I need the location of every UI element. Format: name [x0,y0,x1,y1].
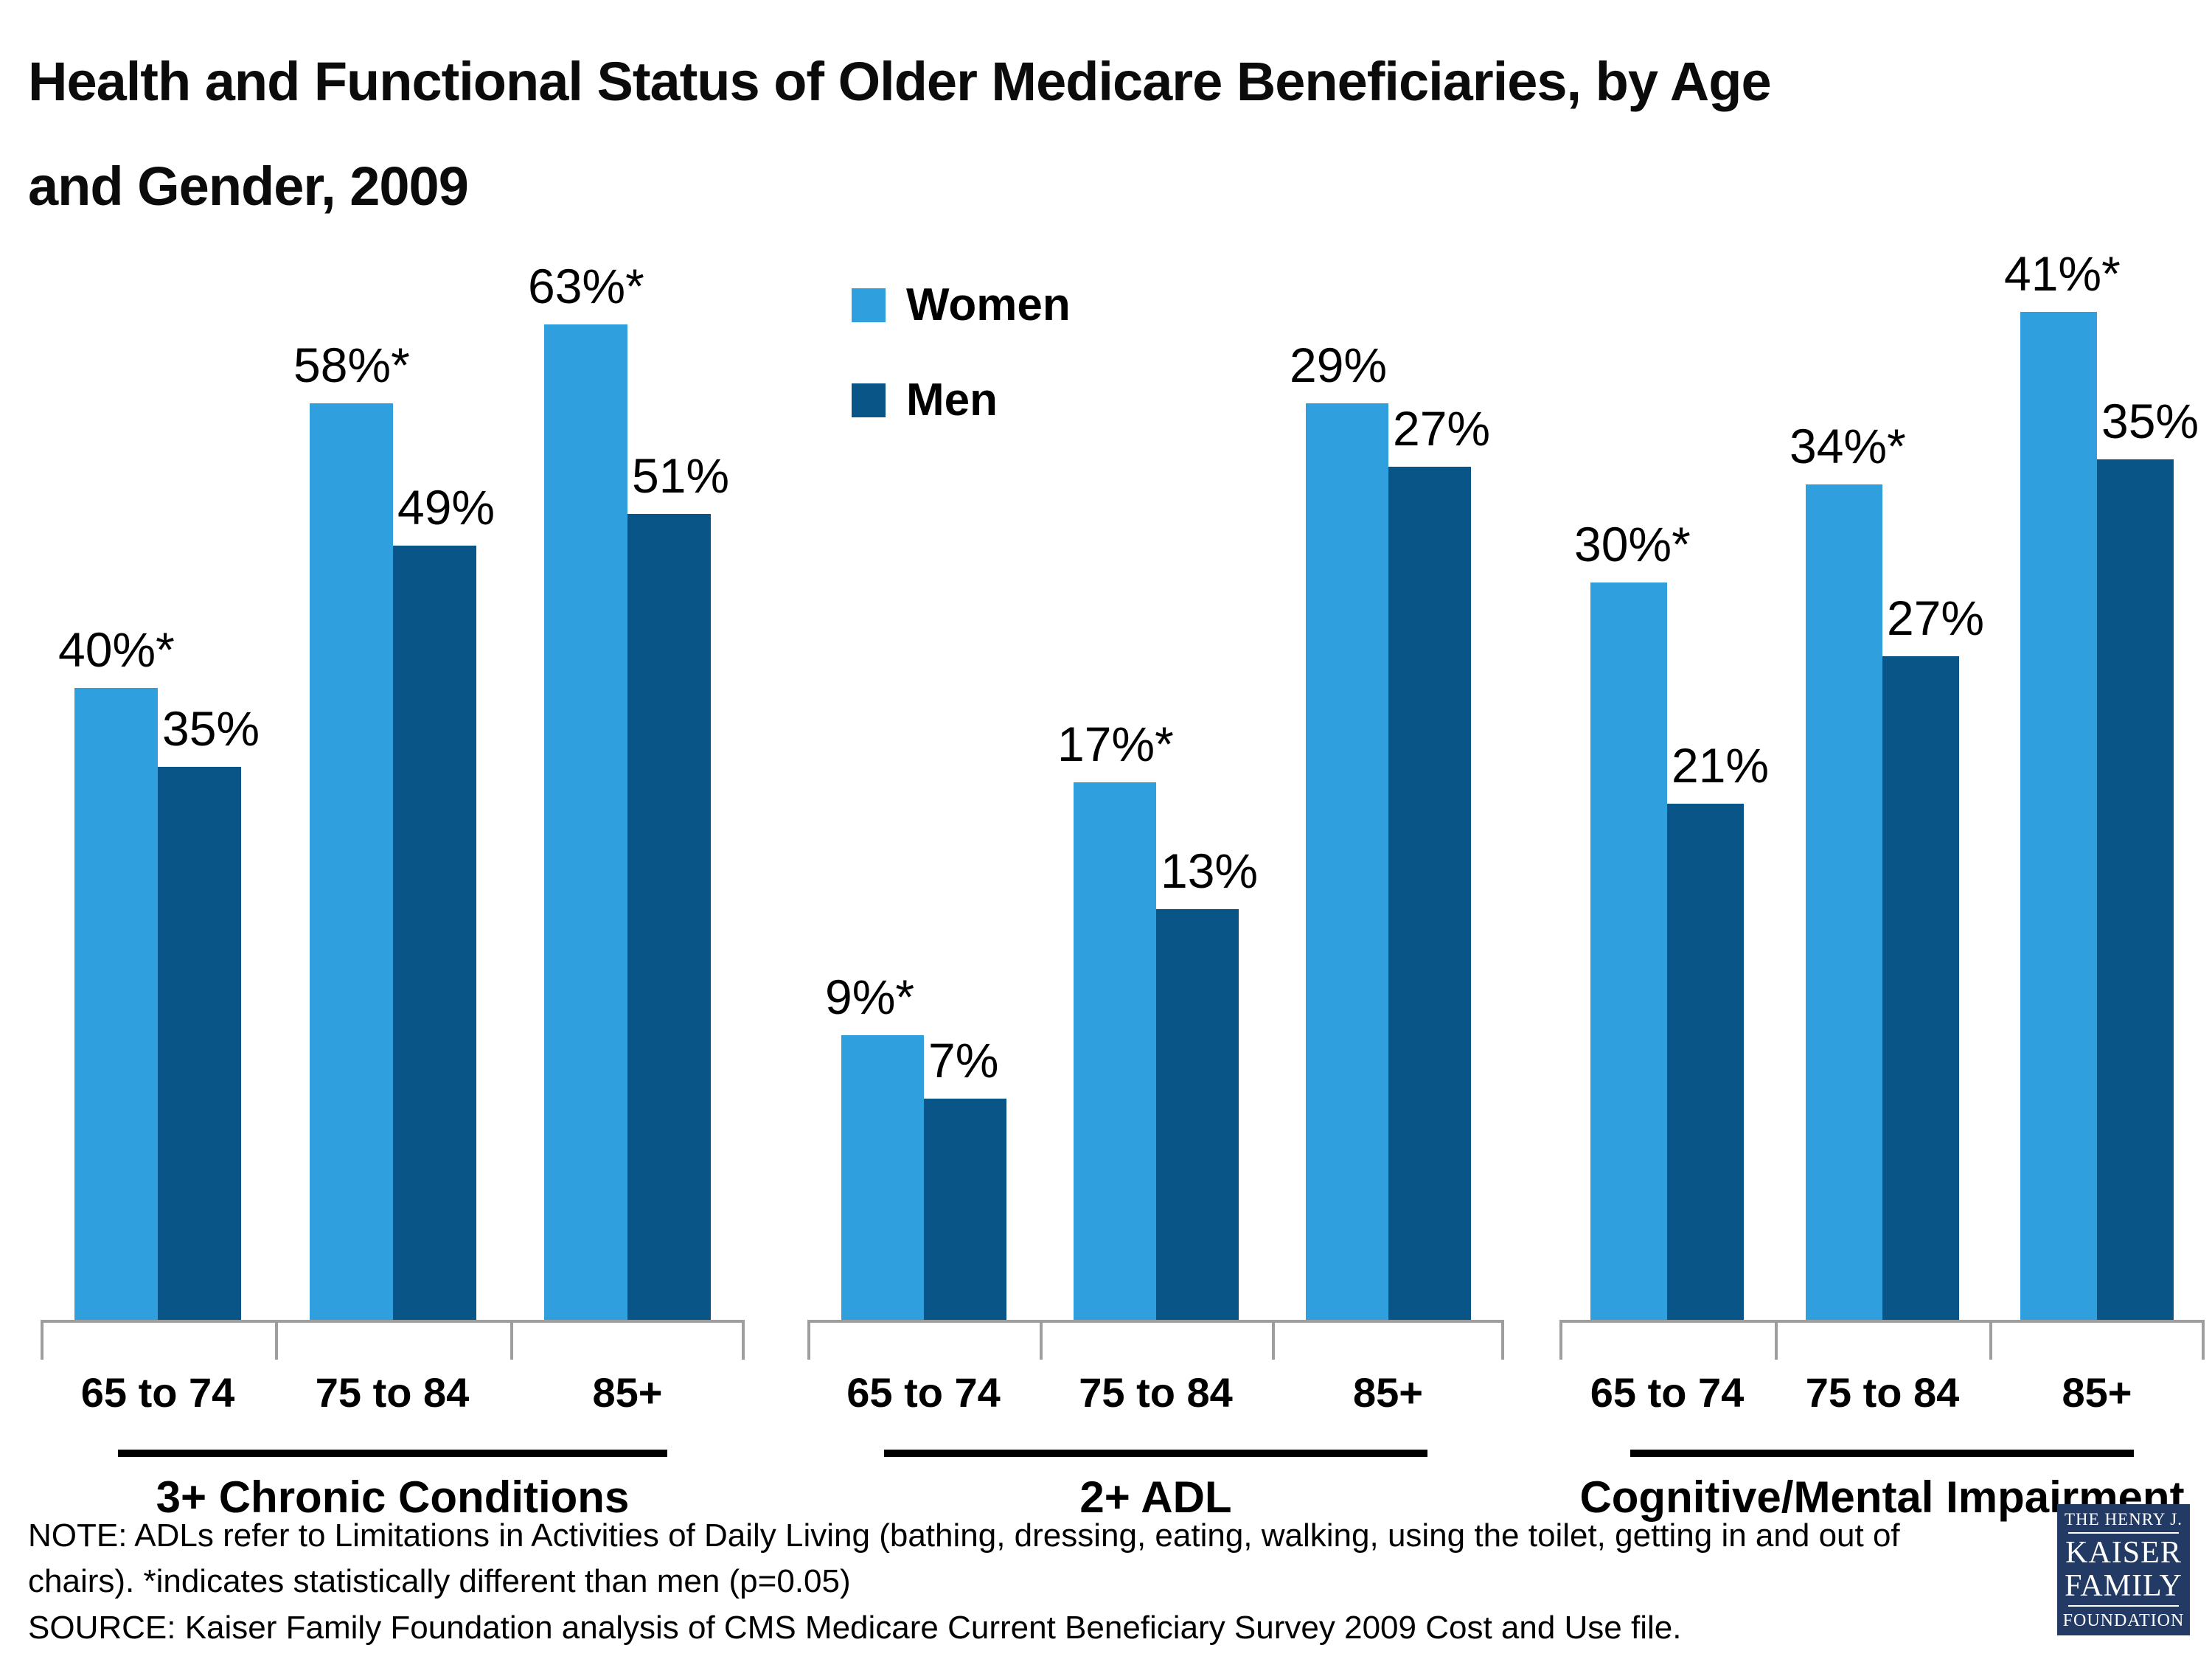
x-axis-line [1559,1320,2205,1323]
legend: Women Men [852,279,1071,469]
legend-label-women: Women [906,279,1071,330]
panel-adl: 65 to 74 9%* 7% 75 to 84 17%* 13% 85+ 29% 27% 2+… [807,214,1504,1522]
panel-chronic-conditions: 65 to 74 40%* 35% 75 to 84 58%* 49% 85+ 63%* 51%… [41,214,745,1522]
bar-men-85 [1388,467,1471,1320]
category-label-85: 85+ [1353,1369,1423,1416]
kff-logo-foundation: FOUNDATION [2062,1610,2185,1630]
bar-women-85 [544,324,627,1320]
bar-men-75-to-84 [1156,909,1239,1320]
bar-men-85 [2097,459,2174,1320]
category-axis-underline [883,1450,1428,1457]
x-axis-line [41,1320,745,1323]
value-label-women-85: 41%* [2004,246,2121,301]
category-label-75-to-84: 75 to 84 [315,1369,470,1416]
kff-logo: THE HENRY J. KAISER FAMILY FOUNDATION [2057,1504,2190,1635]
value-label-women-75-to-84: 34%* [1790,419,1906,473]
bar-women-85 [1306,403,1388,1320]
kff-logo-family: FAMILY [2065,1568,2183,1603]
bar-men-85 [627,514,711,1320]
bar-men-65-to-74 [924,1099,1006,1320]
bar-men-75-to-84 [1882,656,1959,1320]
category-label-75-to-84: 75 to 84 [1079,1369,1233,1416]
x-axis-tick [1559,1320,1562,1360]
chart-title-line2: and Gender, 2009 [28,156,469,218]
category-axis-underline [118,1450,667,1457]
women-swatch [852,288,886,322]
note-line1: NOTE: ADLs refer to Limitations in Activ… [28,1517,1900,1554]
value-label-men-65-to-74: 35% [162,701,260,756]
value-label-men-65-to-74: 7% [928,1033,999,1088]
bar-men-65-to-74 [158,767,241,1320]
bar-women-85 [2020,312,2097,1320]
men-swatch [852,383,886,417]
plot-area: 65 to 74 30%* 21% 75 to 84 34%* 27% 85+ 41%* 35% [1559,214,2205,1416]
legend-item-women: Women [852,279,1071,331]
bar-women-65-to-74 [74,688,158,1320]
chart-title: Health and Functional Status of Older Me… [28,29,1772,239]
category-label-85: 85+ [592,1369,663,1416]
bar-men-65-to-74 [1667,804,1744,1320]
x-axis-tick [807,1320,810,1360]
x-axis-tick [1989,1320,1992,1360]
x-axis-tick [510,1320,513,1360]
category-label-65-to-74: 65 to 74 [80,1369,235,1416]
legend-label-men: Men [906,375,998,425]
x-axis-line [807,1320,1504,1323]
x-axis-tick [275,1320,278,1360]
value-label-men-75-to-84: 13% [1161,844,1259,898]
x-axis-tick [1272,1320,1275,1360]
plot-area: 65 to 74 40%* 35% 75 to 84 58%* 49% 85+ 63%* 51% [41,214,745,1416]
value-label-men-75-to-84: 27% [1887,591,1985,645]
bar-women-75-to-84 [1806,484,1882,1320]
value-label-men-85: 35% [2101,394,2199,448]
kff-logo-kaiser: KAISER [2065,1536,2182,1571]
value-label-men-75-to-84: 49% [397,480,495,535]
panel-cognitive-impairment: 65 to 74 30%* 21% 75 to 84 34%* 27% 85+ 41%* 35%… [1559,214,2205,1522]
source-line: SOURCE: Kaiser Family Foundation analysi… [28,1609,1682,1646]
value-label-men-85: 27% [1393,401,1491,456]
x-axis-tick [2202,1320,2205,1360]
category-axis-underline [1630,1450,2134,1457]
panel-title: 3+ Chronic Conditions [156,1472,630,1522]
plot-area: 65 to 74 9%* 7% 75 to 84 17%* 13% 85+ 29% 27% [807,214,1504,1416]
value-label-men-65-to-74: 21% [1672,738,1770,793]
panel-title: 2+ ADL [1079,1472,1232,1522]
value-label-women-65-to-74: 9%* [825,970,915,1024]
category-label-65-to-74: 65 to 74 [846,1369,1001,1416]
category-label-65-to-74: 65 to 74 [1590,1369,1745,1416]
footnotes: NOTE: ADLs refer to Limitations in Activ… [28,1513,1900,1651]
value-label-women-75-to-84: 17%* [1057,717,1174,771]
value-label-women-65-to-74: 30%* [1574,517,1691,571]
x-axis-tick [742,1320,745,1360]
x-axis-tick [1040,1320,1043,1360]
kff-logo-rule-bottom [2068,1604,2179,1607]
kff-logo-line1: THE HENRY J. [2064,1510,2183,1529]
kff-logo-rule-top [2068,1532,2179,1534]
value-label-women-85: 63%* [528,259,644,313]
category-label-75-to-84: 75 to 84 [1805,1369,1960,1416]
chart-title-line1: Health and Functional Status of Older Me… [28,51,1772,112]
legend-item-men: Men [852,374,1071,426]
bar-women-75-to-84 [310,403,393,1320]
x-axis-tick [1775,1320,1778,1360]
category-label-85: 85+ [2062,1369,2132,1416]
note-line2: chairs). *indicates statistically differ… [28,1563,851,1600]
bar-women-65-to-74 [841,1035,924,1320]
bar-women-65-to-74 [1590,582,1667,1320]
x-axis-tick [41,1320,44,1360]
bar-men-75-to-84 [393,546,476,1320]
value-label-men-85: 51% [632,448,730,503]
bar-women-75-to-84 [1074,782,1156,1320]
value-label-women-75-to-84: 58%* [293,338,410,392]
value-label-women-65-to-74: 40%* [58,622,175,677]
value-label-women-85: 29% [1290,338,1388,392]
x-axis-tick [1501,1320,1504,1360]
